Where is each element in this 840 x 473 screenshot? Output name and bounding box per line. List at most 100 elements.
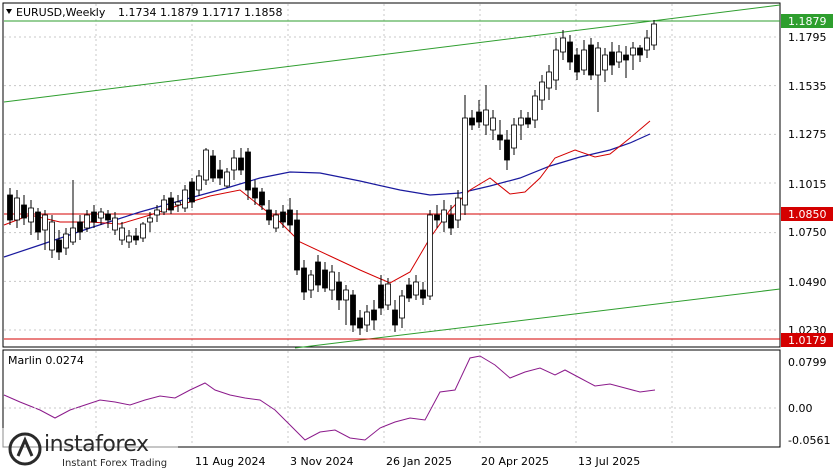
candle-body: [105, 213, 111, 221]
candle-body: [21, 204, 27, 219]
candle-body: [28, 207, 34, 223]
candle-body: [42, 214, 48, 231]
candle-body: [322, 269, 328, 289]
candle-body: [518, 117, 524, 126]
candle-body: [273, 214, 279, 229]
candle-body: [637, 47, 643, 56]
candle-body: [350, 294, 356, 326]
price-tick: 1.0490: [788, 276, 827, 289]
candle-body: [329, 271, 335, 291]
indicator-tick: -0.0561: [788, 434, 830, 447]
candle-body: [49, 221, 55, 251]
candle-body: [294, 219, 300, 271]
candle-body: [70, 227, 76, 243]
candle-body: [406, 284, 412, 299]
candle-body: [84, 214, 90, 229]
candle-body: [539, 81, 545, 101]
candle-body: [609, 51, 615, 66]
indicator-tick: 0.0799: [788, 356, 827, 369]
price-tick: 1.1535: [788, 80, 827, 93]
time-tick: 3 Nov 2024: [290, 455, 353, 468]
candle-body: [217, 169, 223, 179]
ma-fast-line: [3, 120, 651, 284]
candle-body: [210, 155, 216, 179]
symbol-timeframe: EURUSD,Weekly: [16, 6, 106, 19]
candle-body: [112, 217, 118, 231]
candle-body: [7, 194, 13, 221]
candle-body: [266, 209, 272, 221]
candle-body: [623, 54, 629, 61]
candle-body: [532, 95, 538, 121]
candle-body: [427, 214, 433, 297]
grid-lines: [4, 4, 779, 446]
candle-body: [98, 211, 104, 219]
candle-body: [91, 211, 97, 223]
candle-body: [308, 274, 314, 291]
candle-body: [133, 235, 139, 241]
candle-body: [126, 235, 132, 243]
candle-body: [259, 191, 265, 206]
channel-lower-line: [294, 288, 781, 349]
level-tag-low-text: 1.0179: [788, 334, 827, 347]
candle-body: [301, 267, 307, 293]
candle-body: [455, 197, 461, 221]
time-tick: 11 Aug 2024: [195, 455, 265, 468]
candle-body: [224, 171, 230, 187]
candle-body: [336, 281, 342, 301]
candle-body: [63, 233, 69, 249]
candle-body: [644, 37, 650, 51]
ohlc-values: 1.1734 1.1879 1.1717 1.1858: [118, 6, 282, 19]
candle-body: [462, 117, 468, 206]
candle-body: [602, 54, 608, 71]
dropdown-triangle-icon[interactable]: [6, 9, 12, 14]
candle-body: [448, 214, 454, 229]
logo-tagline: Instant Forex Trading: [62, 458, 168, 469]
main-pane-frame: [2, 2, 781, 348]
candle-body: [483, 109, 489, 126]
candle-body: [189, 181, 195, 203]
candle-body: [574, 54, 580, 73]
candle-body: [140, 223, 146, 239]
candle-body: [357, 317, 363, 329]
candle-body: [168, 197, 174, 211]
time-tick: 26 Jan 2025: [386, 455, 452, 468]
candle-body: [315, 261, 321, 286]
level-tag-mid-text: 1.0850: [788, 208, 827, 221]
candle-body: [504, 139, 510, 161]
time-tick: 20 Apr 2025: [481, 455, 549, 468]
candle-body: [287, 209, 293, 226]
candle-body: [651, 23, 657, 46]
logo-name: instaforex: [44, 432, 149, 457]
time-tick: 13 Jul 2025: [578, 455, 640, 468]
candle-body: [343, 289, 349, 301]
candle-body: [147, 217, 153, 223]
candle-body: [399, 295, 405, 319]
candle-body: [56, 239, 62, 253]
candle-body: [385, 283, 391, 306]
candle-body: [196, 175, 202, 191]
candle-body: [560, 37, 566, 53]
candle-body: [588, 44, 594, 76]
candle-body: [413, 281, 419, 296]
candle-body: [616, 51, 622, 63]
candle-body: [35, 211, 41, 233]
candle-body: [203, 149, 209, 181]
candle-body: [154, 209, 160, 216]
candle-body: [497, 134, 503, 141]
ma-slow-line: [3, 133, 651, 258]
candle-body: [476, 111, 482, 123]
level-tag-mid: [781, 207, 833, 221]
indicator-label: Marlin 0.0274: [8, 354, 84, 367]
candle-body: [161, 199, 167, 213]
instaforex-logo-icon: [8, 432, 42, 466]
candle-body: [14, 197, 20, 221]
price-tick: 1.1015: [788, 178, 827, 191]
price-tick: 1.1275: [788, 128, 827, 141]
candle-body: [238, 157, 244, 171]
candle-body: [252, 187, 258, 199]
candle-body: [378, 284, 384, 309]
candle-body: [371, 309, 377, 321]
price-tick: 1.1795: [788, 31, 827, 44]
level-tag-high: [781, 14, 833, 28]
